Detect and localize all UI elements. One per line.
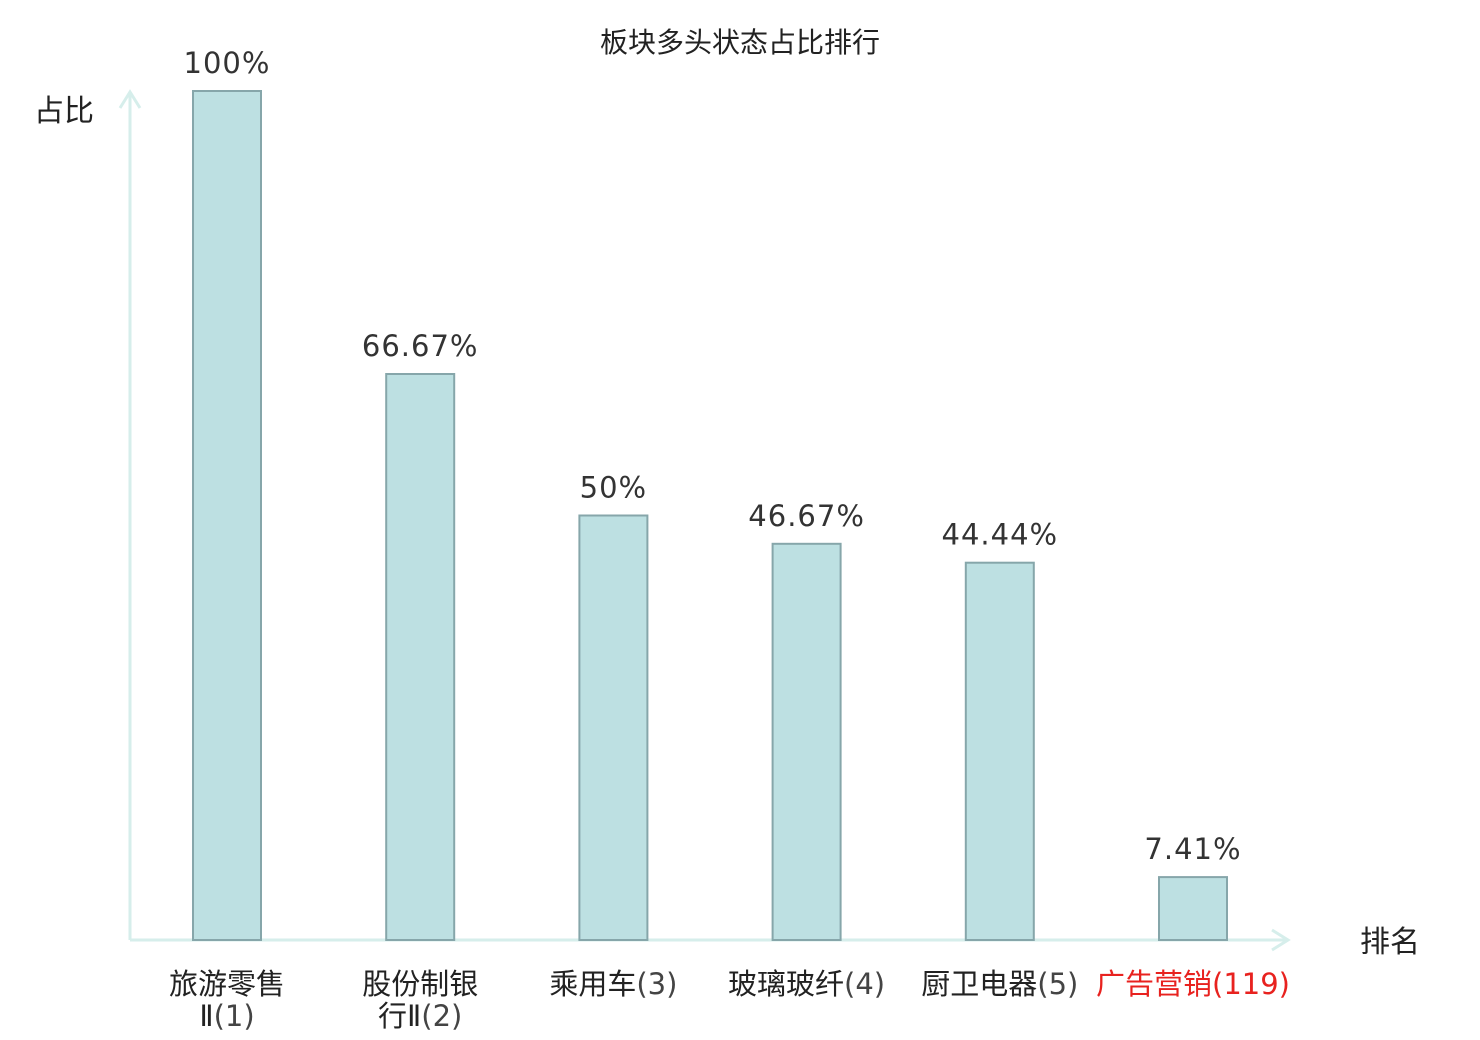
value-label: 7.41%	[1144, 832, 1241, 866]
x-tick-label-line: 广告营销(119)	[1096, 967, 1290, 1001]
y-axis-title: 占比	[34, 94, 94, 129]
axes	[118, 89, 1291, 952]
value-labels-group: 100% 66.67% 50% 46.67% 44.44% 7.41%	[184, 46, 1241, 866]
value-label: 66.67%	[362, 329, 479, 363]
bar	[771, 542, 842, 941]
bar	[192, 90, 262, 941]
x-tick-label: 乘用车(3)	[549, 967, 677, 1001]
x-tick-label: 厨卫电器(5)	[921, 967, 1078, 1001]
x-tick-label-line: 乘用车(3)	[549, 967, 677, 1001]
x-tick-label-line: 厨卫电器(5)	[921, 967, 1078, 1001]
value-label: 44.44%	[942, 518, 1059, 552]
bar	[964, 561, 1035, 941]
x-tick-label: 玻璃玻纤(4)	[728, 967, 885, 1001]
x-tick-label-line: 旅游零售	[169, 967, 285, 1001]
value-label: 100%	[184, 46, 271, 80]
x-axis-arrowhead	[1271, 928, 1291, 952]
value-label: 46.67%	[748, 499, 865, 533]
x-tick-label-line: Ⅱ(1)	[199, 999, 254, 1033]
bar	[1158, 876, 1228, 941]
x-tick-label-line: 股份制银	[362, 967, 478, 1001]
bar	[578, 514, 649, 941]
x-tick-label: 广告营销(119)	[1096, 967, 1290, 1001]
value-label: 50%	[580, 471, 647, 505]
x-tick-label-line: 玻璃玻纤(4)	[728, 967, 885, 1001]
chart-title: 板块多头状态占比排行	[600, 26, 880, 59]
x-axis-title: 排名	[1360, 925, 1420, 960]
bars-group	[192, 90, 1228, 941]
x-tick-label-line: 行Ⅱ(2)	[378, 999, 462, 1033]
bar	[385, 373, 456, 941]
y-axis-arrowhead	[118, 89, 142, 109]
